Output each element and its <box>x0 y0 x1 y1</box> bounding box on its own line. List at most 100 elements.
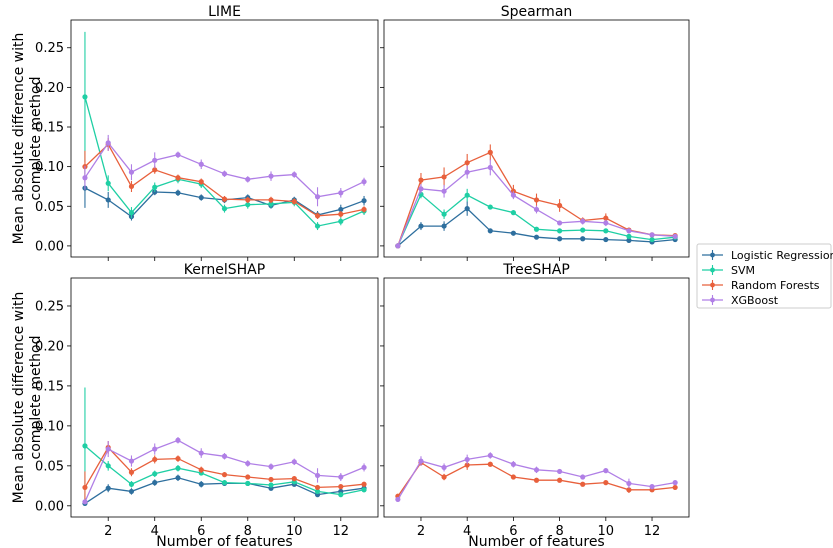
y-tick-label: 0.20 <box>35 81 64 96</box>
data-point <box>418 177 424 183</box>
legend: Logistic Regression SVM Random Forests XGBo… <box>696 243 833 309</box>
x-tick-label: 12 <box>644 524 661 539</box>
data-point <box>128 469 135 475</box>
data-point <box>268 482 274 488</box>
data-point <box>175 152 181 158</box>
data-point <box>557 228 563 234</box>
y-tick-label: 0.25 <box>35 299 64 314</box>
data-point <box>152 167 158 173</box>
data-point <box>128 458 135 464</box>
data-point <box>441 174 447 180</box>
y-axis-label: Mean absolute difference with <box>11 33 27 245</box>
data-point <box>361 206 367 213</box>
y-tick-label: 0.15 <box>35 121 64 136</box>
data-point <box>557 236 563 242</box>
x-tick-label: 6 <box>509 524 517 539</box>
data-point <box>487 164 493 171</box>
series-line <box>397 454 676 500</box>
panel-spearman: Spearman <box>380 4 690 261</box>
panel-treeshap: TreeSHAP 2 4 6 8 10 12 Number of features <box>380 262 690 548</box>
axes-frame <box>383 19 690 258</box>
data-point <box>464 192 470 198</box>
data-point <box>82 499 88 505</box>
y-tick-label: 0.25 <box>35 41 64 56</box>
data-point <box>82 175 88 181</box>
data-point <box>221 480 228 486</box>
y-tick-label: 0.00 <box>35 239 64 254</box>
data-point <box>510 210 516 216</box>
data-point <box>105 197 111 203</box>
panel-title: Spearman <box>501 4 573 20</box>
data-point <box>533 226 540 232</box>
data-point <box>580 236 586 242</box>
panel-lime: LIME 0.00 0.05 0.10 0.15 0.20 0.25 Mean absolut… <box>11 4 379 261</box>
legend-label: Logistic Regression <box>731 249 833 262</box>
data-point <box>361 487 367 493</box>
data-point <box>268 476 274 483</box>
data-point <box>603 480 609 486</box>
data-point <box>338 474 344 480</box>
data-point <box>626 228 632 234</box>
data-point <box>580 218 586 224</box>
data-point <box>314 488 321 495</box>
data-point <box>105 140 111 146</box>
y-tick-label: 0.20 <box>35 339 64 354</box>
data-point <box>152 446 158 452</box>
data-point <box>649 484 655 490</box>
data-point <box>361 198 367 204</box>
data-point <box>487 228 493 234</box>
x-tick-label: 10 <box>598 524 615 539</box>
data-point <box>580 481 586 487</box>
data-point <box>198 467 204 473</box>
data-point <box>533 234 540 240</box>
y-tick-label: 0.10 <box>35 160 64 175</box>
data-point <box>672 484 678 491</box>
data-point <box>361 481 367 487</box>
y-axis-label: complete method <box>28 77 44 201</box>
axes-frame <box>383 277 690 518</box>
data-point <box>245 460 251 467</box>
data-point <box>487 204 493 210</box>
data-point <box>268 201 274 207</box>
data-point <box>418 186 424 192</box>
data-point <box>268 173 274 179</box>
panel-title: LIME <box>208 4 241 20</box>
data-point <box>175 465 181 471</box>
data-point <box>152 471 158 477</box>
series-random-forests <box>395 459 678 499</box>
data-point <box>626 480 632 487</box>
data-point <box>198 194 204 201</box>
data-point <box>221 472 228 478</box>
data-point <box>105 446 111 452</box>
data-point <box>245 176 251 182</box>
x-tick-label: 12 <box>333 524 350 539</box>
data-point <box>198 161 204 167</box>
data-point <box>533 206 540 213</box>
x-axis-label: Number of features <box>156 534 292 548</box>
x-tick-label: 10 <box>286 524 303 539</box>
data-point <box>105 463 111 469</box>
series-random-forests <box>82 138 367 219</box>
data-point <box>314 194 321 200</box>
data-point <box>128 481 135 487</box>
series-xgboost <box>82 437 367 505</box>
legend-marker <box>710 252 715 258</box>
data-point <box>314 472 321 479</box>
x-tick-label: 4 <box>151 524 159 539</box>
data-point <box>338 206 344 213</box>
data-point <box>338 211 344 217</box>
data-point <box>338 492 344 498</box>
data-point <box>464 456 470 463</box>
data-point <box>268 197 274 203</box>
panel-title: KernelSHAP <box>184 262 265 278</box>
data-point <box>175 437 181 443</box>
data-point <box>649 232 655 238</box>
data-point <box>626 233 632 239</box>
data-point <box>82 484 88 491</box>
data-point <box>175 175 181 181</box>
data-point <box>580 227 586 233</box>
data-point <box>245 480 251 487</box>
data-point <box>245 202 251 208</box>
data-point <box>441 474 447 480</box>
